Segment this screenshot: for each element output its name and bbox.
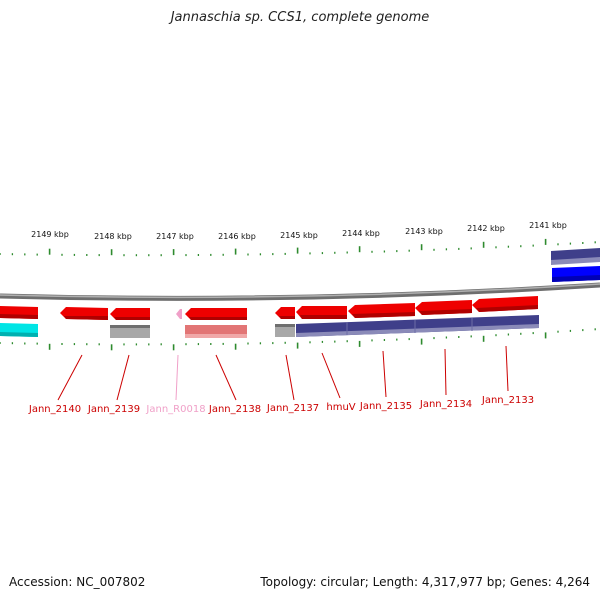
gene-arrow-jann-2134 [415, 300, 472, 315]
gene-label[interactable]: Jann_2140 [28, 404, 81, 415]
gene-arrow-hmuv [296, 306, 347, 319]
pointer-jann-r0018 [175, 354, 179, 401]
pointer-jann-2133 [505, 345, 509, 392]
pointer-jann-2134 [444, 348, 447, 396]
scale-label: 2149 kbp [31, 230, 69, 239]
cog-block-gray-2139 [110, 325, 150, 338]
scale-label: 2147 kbp [156, 232, 194, 241]
scale-label: 2146 kbp [218, 232, 256, 241]
pointer-jann-2137 [285, 354, 295, 401]
gene-arrow-jann-2135 [348, 303, 415, 318]
pointer-hmuv [321, 352, 341, 399]
cog-block-salmon-2138 [185, 325, 247, 338]
accession-text: Accession: NC_007802 [9, 575, 146, 589]
gene-arrow-jann-2138-a [110, 308, 150, 320]
scale-ticks-top [0, 238, 596, 257]
map-title: Jannaschia sp. CCS1, complete genome [170, 10, 430, 25]
gene-arrow-jann-2133 [472, 296, 538, 312]
gene-label[interactable]: Jann_2133 [481, 395, 534, 406]
label-pointers [57, 345, 509, 401]
pointer-jann-2139 [116, 354, 130, 401]
gene-label[interactable]: Jann_2137 [266, 403, 319, 414]
gene-label[interactable]: hmuV [326, 402, 355, 413]
cog-block-gray-2137 [275, 324, 295, 337]
gene-label[interactable]: Jann_2138 [208, 404, 261, 415]
scale-ticks-bottom [0, 328, 596, 351]
cog-block-navy [296, 315, 539, 337]
feature-top-right-navy [551, 248, 600, 265]
gene-label[interactable]: Jann_2135 [359, 401, 412, 412]
pointer-jann-2135 [382, 350, 387, 398]
scale-labels: 2149 kbp 2148 kbp 2147 kbp 2146 kbp 2145… [31, 221, 567, 241]
pointer-jann-2140 [57, 354, 83, 401]
genome-summary-text: Topology: circular; Length: 4,317,977 bp… [260, 575, 590, 589]
scale-label: 2148 kbp [94, 232, 132, 241]
gene-labels: Jann_2140 Jann_2139 Jann_R0018 Jann_2138… [28, 395, 534, 415]
gene-label[interactable]: Jann_R0018 [145, 404, 205, 415]
scale-label: 2142 kbp [467, 224, 505, 233]
gene-arrow-jann-2139 [60, 307, 108, 320]
gene-label[interactable]: Jann_2139 [87, 404, 140, 415]
scale-label: 2141 kbp [529, 221, 567, 230]
gene-arrow-jann-r0018 [176, 309, 182, 319]
gene-arrow-jann-2140 [0, 306, 38, 319]
genome-backbone [0, 282, 600, 301]
feature-top-right-blue [552, 266, 600, 282]
scale-label: 2145 kbp [280, 231, 318, 240]
gene-arrow-jann-2138 [185, 308, 247, 320]
scale-label: 2144 kbp [342, 229, 380, 238]
scale-label: 2143 kbp [405, 227, 443, 236]
gene-arrow-jann-2137 [275, 307, 295, 319]
gene-label[interactable]: Jann_2134 [419, 399, 472, 410]
pointer-jann-2138 [215, 354, 237, 401]
genome-backbone-highlight [0, 283, 600, 299]
cog-block-cyan [0, 323, 38, 337]
